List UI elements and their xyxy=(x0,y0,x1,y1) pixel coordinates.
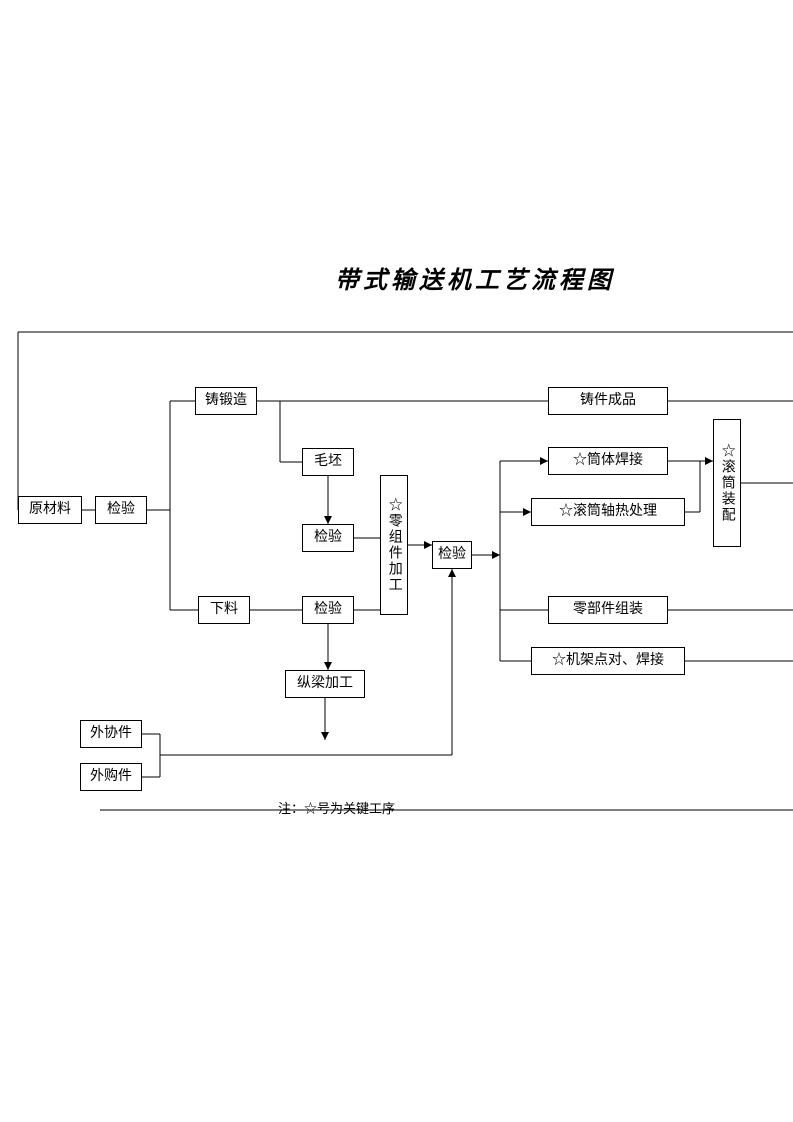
node-coop: 外协件 xyxy=(80,720,142,748)
node-parts: ☆零组件加工 xyxy=(380,475,408,615)
node-insp1: 检验 xyxy=(95,496,147,524)
node-forge: 铸锻造 xyxy=(195,387,257,415)
node-assy: 零部件组装 xyxy=(548,596,668,624)
footnote: 注：☆号为关键工序 xyxy=(278,798,395,817)
node-beam: 纵梁加工 xyxy=(285,670,365,698)
node-blank: 毛坯 xyxy=(302,448,354,476)
node-cut: 下料 xyxy=(198,596,250,624)
node-drum: ☆滚筒装配 xyxy=(713,419,741,547)
node-purch: 外购件 xyxy=(80,763,142,791)
node-insp2: 检验 xyxy=(302,524,354,552)
diagram-title: 带式输送机工艺流程图 xyxy=(335,260,615,295)
node-insp4: 检验 xyxy=(432,541,472,569)
page: 带式输送机工艺流程图 注：☆号为关键工序 原材料检验铸锻造下料毛坯检验检验纵梁加… xyxy=(0,0,793,1122)
node-insp3: 检验 xyxy=(302,596,354,624)
node-frame: ☆机架点对、焊接 xyxy=(531,647,685,675)
node-heat: ☆滚筒轴热处理 xyxy=(531,498,685,526)
node-castfin: 铸件成品 xyxy=(548,387,668,415)
node-weldcyl: ☆筒体焊接 xyxy=(548,447,668,475)
node-raw: 原材料 xyxy=(18,496,82,524)
